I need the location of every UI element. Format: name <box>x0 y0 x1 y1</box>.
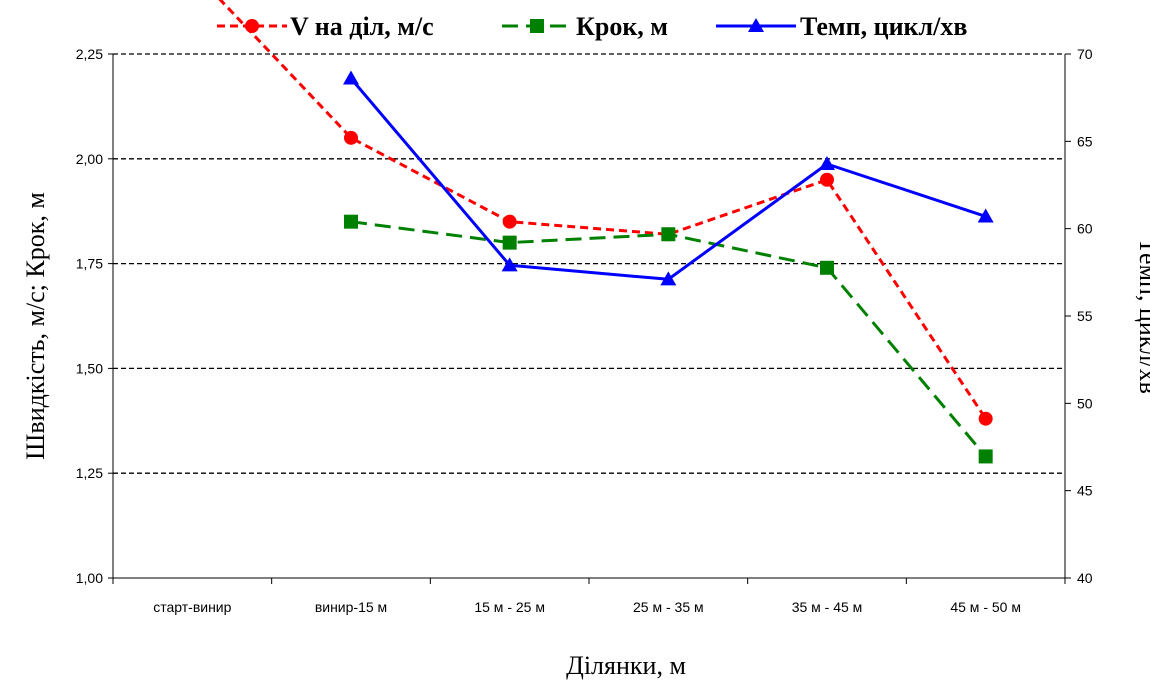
x-tick-label: винир-15 м <box>315 599 387 615</box>
legend-marker-tempo <box>748 18 764 32</box>
y2-tick-label: 55 <box>1077 308 1093 324</box>
legend-label-speed: V на діл, м/с <box>290 12 434 41</box>
y2-axis-title: Темп, цикл/хв <box>1134 238 1150 394</box>
y2-tick-label: 70 <box>1077 46 1093 62</box>
series-line-2 <box>349 77 987 281</box>
y-tick-label: 1,00 <box>76 570 103 586</box>
y2-tick-label: 60 <box>1077 221 1093 237</box>
data-point <box>820 260 834 275</box>
data-point <box>502 214 517 229</box>
legend-item-tempo: Темп, цикл/хв <box>716 12 967 41</box>
series-1 <box>350 220 987 458</box>
x-tick-label: 45 м - 50 м <box>950 599 1021 615</box>
legend-marker-speed <box>245 19 259 33</box>
plot-series <box>218 0 994 464</box>
data-point <box>343 70 359 85</box>
data-point <box>820 172 834 187</box>
y2-tick-label: 50 <box>1077 395 1093 411</box>
legend-item-step: Крок, м <box>502 12 668 41</box>
x-axis-title: Ділянки, м <box>566 651 686 680</box>
data-point <box>344 214 358 229</box>
series-0 <box>218 0 987 420</box>
legend-label-tempo: Темп, цикл/хв <box>800 12 967 41</box>
legend-marker-step <box>530 19 544 33</box>
y-tick-labels: 1,00 1,25 1,50 1,75 2,00 2,25 <box>76 46 103 586</box>
axes <box>108 53 1071 584</box>
data-point <box>501 257 518 272</box>
y2-tick-label: 65 <box>1077 133 1093 149</box>
y-tick-label: 1,25 <box>76 465 103 481</box>
legend: V на діл, м/с Крок, м Темп, цикл/хв <box>217 12 967 41</box>
data-point <box>978 449 993 464</box>
legend-item-speed: V на діл, м/с <box>217 12 434 41</box>
y-tick-label: 2,00 <box>76 151 103 167</box>
x-tick-label: старт-винир <box>153 599 231 615</box>
data-point <box>502 235 517 250</box>
data-point <box>661 227 676 242</box>
data-point <box>977 208 994 223</box>
x-tick-label: 35 м - 45 м <box>792 599 863 615</box>
y2-tick-label: 45 <box>1077 483 1093 499</box>
gridlines <box>113 53 1065 474</box>
x-tick-labels: старт-винир винир-15 м 15 м - 25 м 25 м - 3… <box>153 599 1021 615</box>
data-point <box>344 130 358 145</box>
x-tick-label: 25 м - 35 м <box>633 599 704 615</box>
data-point <box>660 271 677 286</box>
data-point <box>819 156 835 171</box>
y-tick-label: 1,50 <box>76 360 103 376</box>
y-tick-label: 1,75 <box>76 256 103 272</box>
y-tick-label: 2,25 <box>76 46 103 62</box>
y2-tick-label: 40 <box>1077 570 1093 586</box>
y2-tick-labels: 40 45 50 55 60 65 70 <box>1077 46 1093 586</box>
data-point <box>978 411 993 426</box>
series-line-1 <box>350 220 987 458</box>
series-2 <box>349 77 987 281</box>
series-line-0 <box>218 0 987 420</box>
x-tick-label: 15 м - 25 м <box>474 599 545 615</box>
legend-label-step: Крок, м <box>576 12 668 41</box>
y-axis-title: Швидкість, м/с; Крок, м <box>21 192 50 460</box>
